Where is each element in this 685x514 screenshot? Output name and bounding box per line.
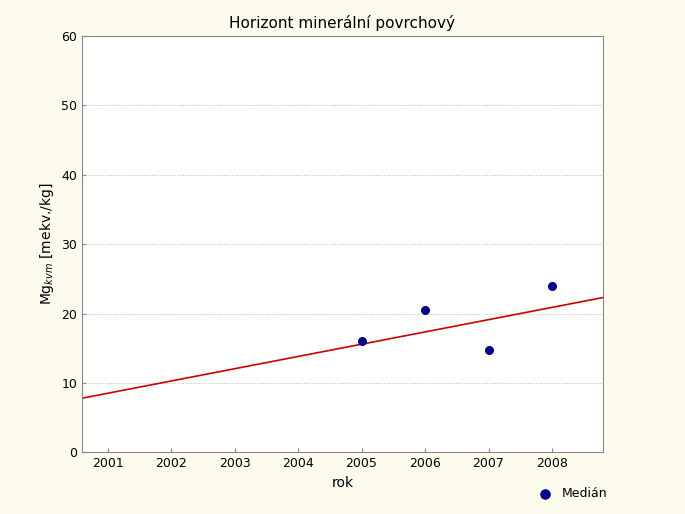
X-axis label: rok: rok <box>332 476 353 490</box>
Legend: Medián: Medián <box>532 487 607 500</box>
Title: Horizont minerální povrchový: Horizont minerální povrchový <box>229 14 456 31</box>
Medián <box>419 306 430 314</box>
Medián <box>356 337 367 345</box>
Medián <box>483 345 494 354</box>
Y-axis label: Mg$_{kvm}$ [mekv./kg]: Mg$_{kvm}$ [mekv./kg] <box>38 183 55 305</box>
Medián <box>547 282 558 290</box>
